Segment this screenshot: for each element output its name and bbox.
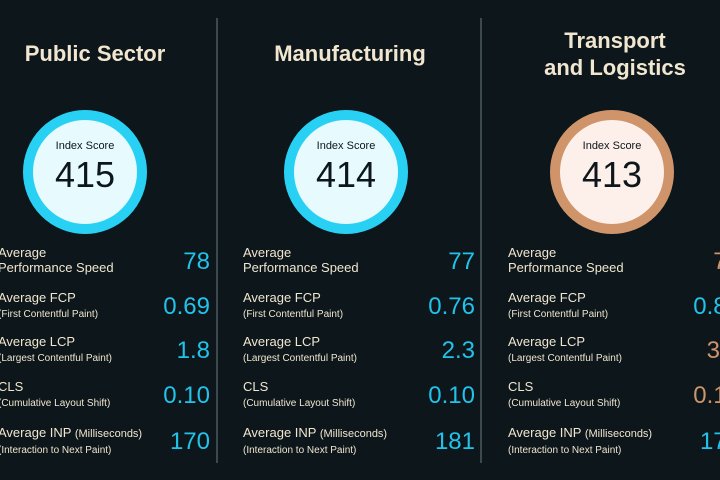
- metric-sub: (Largest Contentful Paint): [243, 353, 357, 364]
- metric-sub: Performance Speed: [508, 260, 624, 275]
- column-title: Transport and Logistics: [490, 27, 720, 81]
- metric-value: 0.10: [428, 382, 475, 409]
- metric-sub: (Interaction to Next Paint): [0, 445, 112, 456]
- metric-cls: CLS (Cumulative Layout Shift) 0.16: [508, 379, 720, 419]
- metric-sub: (Largest Contentful Paint): [508, 353, 622, 364]
- metric-sub: (Cumulative Layout Shift): [508, 398, 621, 409]
- metric-value: 0.85: [693, 293, 720, 320]
- metric-value: 72: [713, 248, 720, 275]
- metric-label-suffix: (Milliseconds): [74, 428, 143, 440]
- metric-value: 3.0: [706, 337, 720, 364]
- metric-fcp: Average FCP (First Contentful Paint) 0.69: [0, 290, 210, 330]
- metric-value: 1.8: [176, 337, 210, 364]
- metric-lcp: Average LCP (Largest Contentful Paint) 3.…: [508, 334, 720, 374]
- index-score-label: Index Score: [316, 140, 376, 152]
- metric-performance-speed: Average Performance Speed 77: [243, 245, 475, 285]
- metric-sub: (Cumulative Layout Shift): [243, 398, 356, 409]
- index-score-value: 415: [54, 154, 116, 195]
- metric-label: Average LCP: [0, 334, 76, 349]
- metric-sub: (Largest Contentful Paint): [0, 353, 112, 364]
- metric-value: 0.10: [163, 382, 210, 409]
- metric-value: 0.69: [163, 293, 210, 320]
- index-score-circle: Index Score 415: [23, 110, 147, 234]
- metric-fcp: Average FCP (First Contentful Paint) 0.85: [508, 290, 720, 330]
- sector-column-public-sector: Public Sector Index Score 415 Average Per…: [0, 0, 210, 480]
- metric-label-suffix: (Milliseconds): [584, 428, 653, 440]
- metric-label: Average: [508, 245, 557, 260]
- metric-label: Average FCP: [243, 290, 321, 305]
- metric-label: Average INP: [0, 425, 72, 440]
- metric-value: 175: [699, 428, 720, 455]
- index-score-circle: Index Score 414: [284, 110, 408, 234]
- column-title: Public Sector: [0, 40, 210, 67]
- metric-value: 78: [183, 248, 210, 275]
- metric-label: Average INP: [243, 425, 317, 440]
- metric-sub: (First Contentful Paint): [243, 309, 344, 320]
- column-divider-2: [480, 18, 482, 463]
- metric-label: CLS: [243, 379, 269, 394]
- column-title: Manufacturing: [225, 40, 475, 67]
- metric-value: 170: [169, 428, 210, 455]
- metric-label: CLS: [0, 379, 24, 394]
- metric-cls: CLS (Cumulative Layout Shift) 0.10: [243, 379, 475, 419]
- metric-value: 0.76: [428, 293, 475, 320]
- metric-inp: Average INP (Milliseconds) (Interaction t…: [508, 425, 720, 465]
- metric-cls: CLS (Cumulative Layout Shift) 0.10: [0, 379, 210, 419]
- index-score-label: Index Score: [582, 140, 642, 152]
- metric-label-suffix: (Milliseconds): [319, 428, 388, 440]
- index-score-label: Index Score: [55, 140, 115, 152]
- column-title-line-1: Public Sector: [24, 41, 166, 66]
- metric-value: 77: [448, 248, 475, 275]
- metric-label: CLS: [508, 379, 534, 394]
- metric-value: 0.16: [693, 382, 720, 409]
- index-score-value: 413: [581, 154, 643, 195]
- metric-value: 2.3: [441, 337, 475, 364]
- metric-label: Average: [243, 245, 292, 260]
- metric-performance-speed: Average Performance Speed 78: [0, 245, 210, 285]
- metric-lcp: Average LCP (Largest Contentful Paint) 1.…: [0, 334, 210, 374]
- metric-label: Average FCP: [508, 290, 586, 305]
- index-score-circle: Index Score 413: [550, 110, 674, 234]
- metric-label: Average LCP: [508, 334, 586, 349]
- metric-sub: (Cumulative Layout Shift): [0, 398, 111, 409]
- index-score-value: 414: [315, 154, 377, 195]
- sector-column-transport-logistics: Transport and Logistics Index Score 413 …: [490, 0, 720, 480]
- metric-sub: Performance Speed: [243, 260, 359, 275]
- metric-sub: (Interaction to Next Paint): [243, 445, 357, 456]
- metric-value: 181: [434, 428, 475, 455]
- metric-sub: (First Contentful Paint): [0, 309, 99, 320]
- metric-inp: Average INP (Milliseconds) (Interaction t…: [243, 425, 475, 465]
- metric-label: Average FCP: [0, 290, 76, 305]
- metric-inp: Average INP (Milliseconds) (Interaction t…: [0, 425, 210, 465]
- column-divider-1: [216, 18, 218, 463]
- metric-sub: Performance Speed: [0, 260, 114, 275]
- metric-label: Average LCP: [243, 334, 321, 349]
- metric-sub: (Interaction to Next Paint): [508, 445, 622, 456]
- metric-lcp: Average LCP (Largest Contentful Paint) 2.…: [243, 334, 475, 374]
- metric-sub: (First Contentful Paint): [508, 309, 609, 320]
- metric-fcp: Average FCP (First Contentful Paint) 0.76: [243, 290, 475, 330]
- metric-label: Average INP: [508, 425, 582, 440]
- column-title-line-1: Manufacturing: [274, 41, 426, 66]
- sector-column-manufacturing: Manufacturing Index Score 414 Average Per…: [225, 0, 475, 480]
- metric-label: Average: [0, 245, 47, 260]
- column-title-line-1: Transport: [564, 28, 666, 53]
- column-title-line-2: and Logistics: [544, 55, 686, 80]
